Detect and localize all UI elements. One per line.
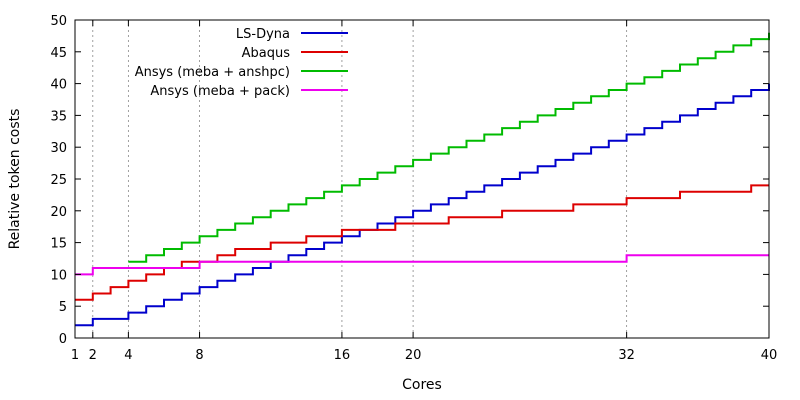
y-tick-label: 30 — [50, 141, 67, 156]
legend-label: Ansys (meba + pack) — [150, 84, 290, 99]
series-line-1 — [75, 83, 770, 327]
y-axis-label: Relative token costs — [7, 109, 23, 250]
y-tick-label: 35 — [50, 109, 67, 124]
x-tick-label: 1 — [71, 348, 79, 363]
y-tick-label: 25 — [50, 173, 67, 188]
x-tick-label: 4 — [124, 348, 132, 363]
y-tick-label: 40 — [50, 78, 67, 93]
y-tick-label: 15 — [50, 237, 67, 252]
x-axis-label: Cores — [402, 377, 442, 393]
x-tick-label: 16 — [334, 348, 351, 363]
legend-label: Abaqus — [242, 46, 291, 61]
y-tick-label: 20 — [50, 205, 67, 220]
y-tick-label: 45 — [50, 46, 67, 61]
x-tick-label: 8 — [195, 348, 203, 363]
y-tick-label: 50 — [50, 14, 67, 29]
x-tick-label: 2 — [89, 348, 97, 363]
legend-label: Ansys (meba + anshpc) — [135, 65, 290, 80]
series-line-2 — [75, 184, 769, 301]
legend-label: LS-Dyna — [236, 27, 290, 42]
y-tick-label: 5 — [59, 300, 67, 315]
series-line-4 — [75, 254, 769, 276]
legend: LS-Dyna Abaqus Ansys (meba + anshpc) Ansys … — [135, 27, 348, 99]
x-tick-label: 20 — [405, 348, 422, 363]
y-tick-label: 0 — [59, 332, 67, 347]
series-lines — [75, 32, 770, 327]
series-line-3 — [128, 32, 770, 263]
axis-ticks: 0 5 10 15 20 25 30 35 40 45 50 1 2 4 8 16 20 32 40 — [50, 14, 777, 363]
y-tick-label: 10 — [50, 268, 67, 283]
x-tick-label: 40 — [761, 348, 778, 363]
x-tick-label: 32 — [618, 348, 635, 363]
